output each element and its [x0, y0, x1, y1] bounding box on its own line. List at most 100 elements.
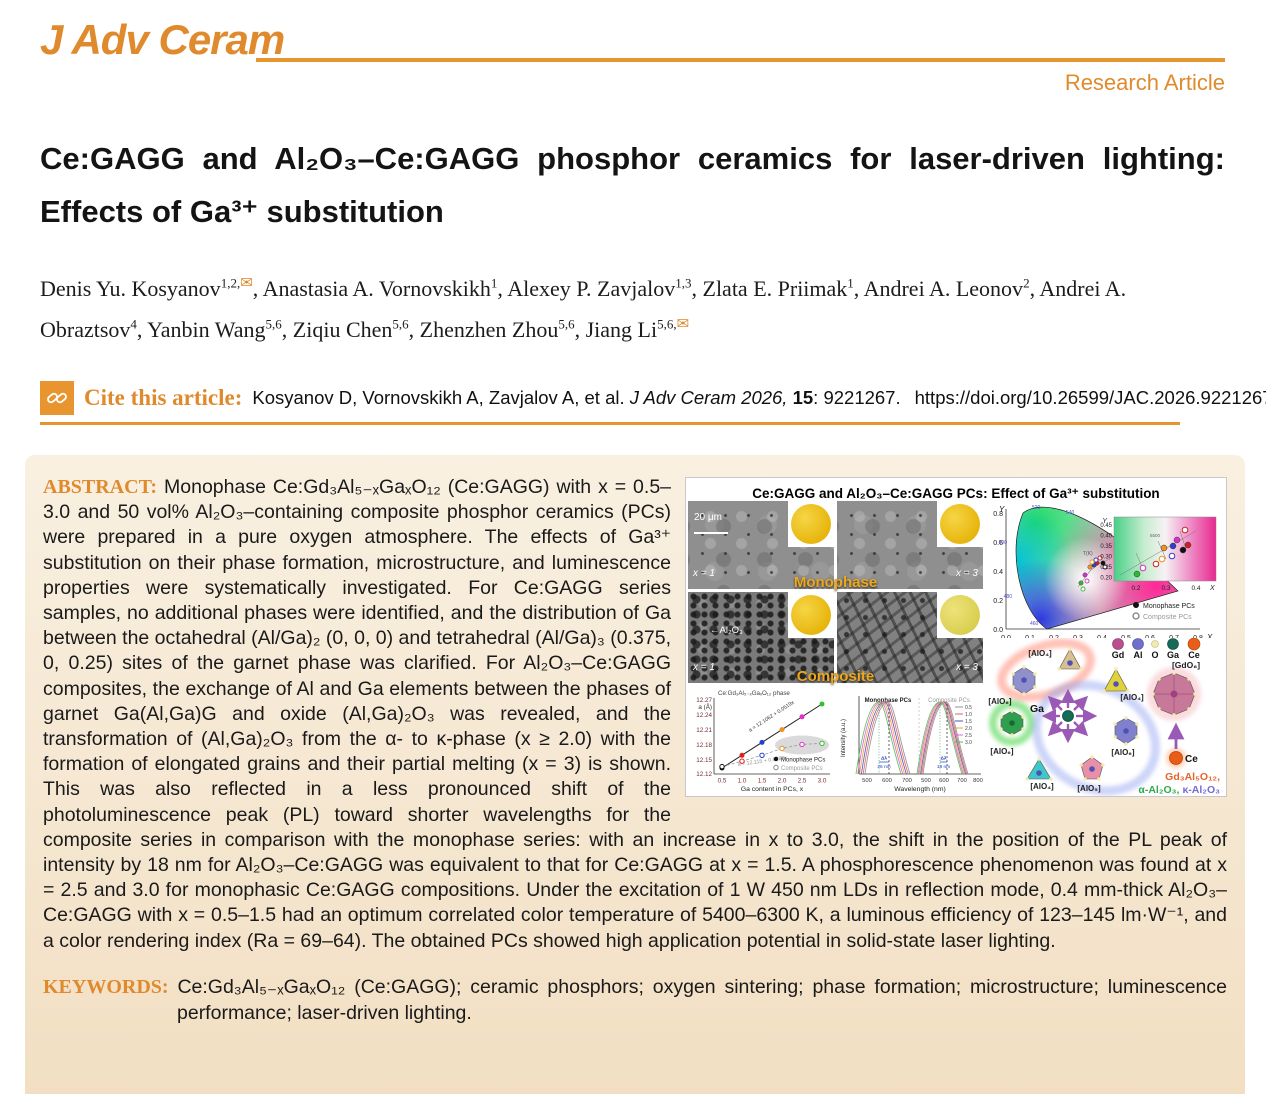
sem-image-monophase-x1: 20 μm x = 1 [688, 501, 834, 589]
svg-text:12.24: 12.24 [696, 712, 712, 719]
svg-text:Ce:Gd₃Al₅₋ₓGaₓO₁₂ phase: Ce:Gd₃Al₅₋ₓGaₓO₁₂ phase [718, 690, 790, 697]
email-icon[interactable]: ✉ [240, 276, 253, 292]
author: Alexey P. Zavjalov1,3, [507, 276, 703, 302]
keywords-block: KEYWORDS: Ce:Gd₃Al₅₋ₓGaₓO₁₂ (Ce:GAGG); c… [43, 974, 1227, 1026]
svg-text:2.0: 2.0 [778, 778, 787, 785]
svg-text:2.0: 2.0 [965, 726, 972, 732]
svg-text:0.45: 0.45 [1100, 523, 1112, 529]
abstract-paragraph: Ce:GAGG and Al₂O₃–Ce:GAGG PCs: Effect of… [43, 475, 1227, 954]
svg-text:500: 500 [999, 540, 1008, 546]
svg-text:Gd₃Al₅O₁₂,: Gd₃Al₅O₁₂, [1165, 771, 1220, 783]
svg-text:Δλ: Δλ [940, 756, 946, 762]
sem-label-x3: x = 3 [956, 567, 978, 579]
svg-text:[AlO₆]: [AlO₆] [990, 747, 1014, 756]
author: Zhenzhen Zhou5,6, [419, 316, 586, 342]
svg-text:Composite PCs: Composite PCs [781, 766, 823, 772]
svg-text:Monophase PCs: Monophase PCs [781, 758, 825, 764]
svg-text:0.20: 0.20 [1100, 576, 1112, 582]
scale-bar: 20 μm [694, 505, 728, 534]
svg-text:Ga: Ga [1167, 650, 1180, 660]
svg-text:1.5: 1.5 [758, 778, 767, 785]
svg-text:500: 500 [862, 778, 872, 784]
svg-text:0.5: 0.5 [965, 705, 972, 711]
svg-text:0.6: 0.6 [993, 540, 1003, 547]
svg-text:α-Al₂O₃,κ-Al₂O₃: α-Al₂O₃, κ-Al₂O₃ [1138, 784, 1220, 796]
author: Anastasia A. Vornovskikh1, [262, 276, 508, 302]
sem-label-x3: x = 3 [956, 661, 978, 673]
doi-link[interactable]: https://doi.org/10.26599/JAC.2026.922126… [914, 387, 1266, 408]
svg-text:480: 480 [1004, 594, 1013, 600]
cite-label: Cite this article: [84, 385, 243, 410]
svg-text:[GdO₈]: [GdO₈] [1172, 660, 1200, 670]
svg-text:Ga: Ga [1030, 703, 1044, 715]
header-rule [256, 58, 1225, 62]
svg-text:800: 800 [973, 778, 983, 784]
svg-text:0.0: 0.0 [993, 627, 1003, 634]
author: Andrei A. Obraztsov4, [40, 276, 1127, 342]
svg-text:[AlO₄]: [AlO₄] [1030, 782, 1054, 791]
svg-text:Composite PCs: Composite PCs [928, 698, 970, 704]
svg-text:[AlO₅]: [AlO₅] [1077, 784, 1101, 793]
svg-text:Monophase PCs: Monophase PCs [865, 698, 912, 704]
keywords-label: KEYWORDS: [43, 975, 169, 998]
svg-text:0.30: 0.30 [1100, 555, 1112, 561]
abstract-label: ABSTRACT: [43, 476, 158, 498]
arrow-left-icon: ← [710, 625, 720, 636]
svg-text:1.0: 1.0 [965, 712, 972, 718]
graphical-abstract-title: Ce:GAGG and Al₂O₃–Ce:GAGG PCs: Effect of… [752, 486, 1160, 501]
svg-text:O: O [1151, 650, 1158, 660]
svg-text:Composite PCs: Composite PCs [1143, 614, 1192, 621]
crystal-structure-diagram: Gd Al O Ga Ce [AlO₄] [Al [986, 637, 1224, 796]
graphical-abstract: Ce:GAGG and Al₂O₃–Ce:GAGG PCs: Effect of… [685, 477, 1227, 797]
svg-text:2.5: 2.5 [798, 778, 807, 785]
svg-text:1.5: 1.5 [965, 719, 972, 725]
svg-text:Wavelength (nm): Wavelength (nm) [894, 786, 946, 793]
monophase-label: Monophase [793, 574, 878, 591]
svg-text:12.12: 12.12 [696, 771, 712, 778]
lattice-parameter-chart: Ce:Gd₃Al₅₋ₓGaₓO₁₂ phase 12.27 a (Å) 12.2… [688, 686, 834, 796]
svg-text:X: X [1209, 585, 1215, 592]
abstract-panel: Ce:GAGG and Al₂O₃–Ce:GAGG PCs: Effect of… [25, 455, 1245, 1094]
svg-text:12.27: 12.27 [696, 697, 712, 704]
ceramic-disc-photo [788, 592, 834, 638]
citation-text: Kosyanov D, Vornovskikh A, Zavjalov A, e… [252, 387, 1266, 409]
sem-image-monophase-x3: x = 3 [837, 501, 983, 589]
svg-text:0.4: 0.4 [1191, 585, 1200, 592]
svg-text:12.21: 12.21 [696, 727, 712, 734]
author: Jiang Li5,6,✉ [585, 316, 690, 342]
svg-text:18 nm: 18 nm [937, 764, 950, 770]
svg-text:Gd: Gd [1112, 650, 1125, 660]
al2o3-annotation: ←Al₂O₃ [710, 625, 743, 636]
svg-text:X: X [1206, 633, 1213, 642]
svg-text:0.4: 0.4 [993, 569, 1003, 576]
svg-text:Ce: Ce [1185, 754, 1198, 765]
svg-text:2.5: 2.5 [965, 733, 972, 739]
page-title: Ce:GAGG and Al₂O₃–Ce:GAGG phosphor ceram… [40, 141, 1225, 229]
ceramic-disc-photo [937, 501, 983, 547]
svg-text:600: 600 [882, 778, 892, 784]
svg-text:Intensity (a.u.): Intensity (a.u.) [841, 719, 847, 757]
svg-text:Ga content in PCs, x: Ga content in PCs, x [741, 786, 804, 793]
svg-text:T(K): T(K) [1083, 551, 1093, 557]
article-type-label: Research Article [1064, 70, 1225, 95]
svg-text:3.0: 3.0 [818, 778, 827, 785]
svg-text:0.35: 0.35 [1100, 544, 1112, 550]
journal-logo: J Adv Ceram [40, 16, 285, 63]
author-list: Denis Yu. Kosyanov1,2,✉, Anastasia A. Vo… [40, 266, 1232, 347]
svg-text:Δλ: Δλ [881, 756, 887, 762]
svg-text:0.8: 0.8 [993, 511, 1003, 518]
ceramic-disc-photo [937, 592, 983, 638]
svg-text:a = 12.1062 + 0.0519x: a = 12.1062 + 0.0519x [748, 700, 796, 734]
email-icon[interactable]: ✉ [676, 316, 690, 333]
sem-label-x1: x = 1 [693, 567, 715, 579]
svg-text:600: 600 [939, 778, 949, 784]
svg-text:Ce: Ce [1188, 650, 1200, 660]
svg-text:540: 540 [1066, 510, 1075, 516]
svg-text:1.0: 1.0 [738, 778, 747, 785]
cite-bar: Cite this article: Kosyanov D, Vornovski… [40, 381, 1266, 425]
svg-text:0.5: 0.5 [718, 778, 727, 785]
svg-text:[AlO₆]: [AlO₆] [988, 697, 1012, 706]
svg-text:520: 520 [1032, 505, 1041, 511]
sem-label-x1: x = 1 [693, 661, 715, 673]
